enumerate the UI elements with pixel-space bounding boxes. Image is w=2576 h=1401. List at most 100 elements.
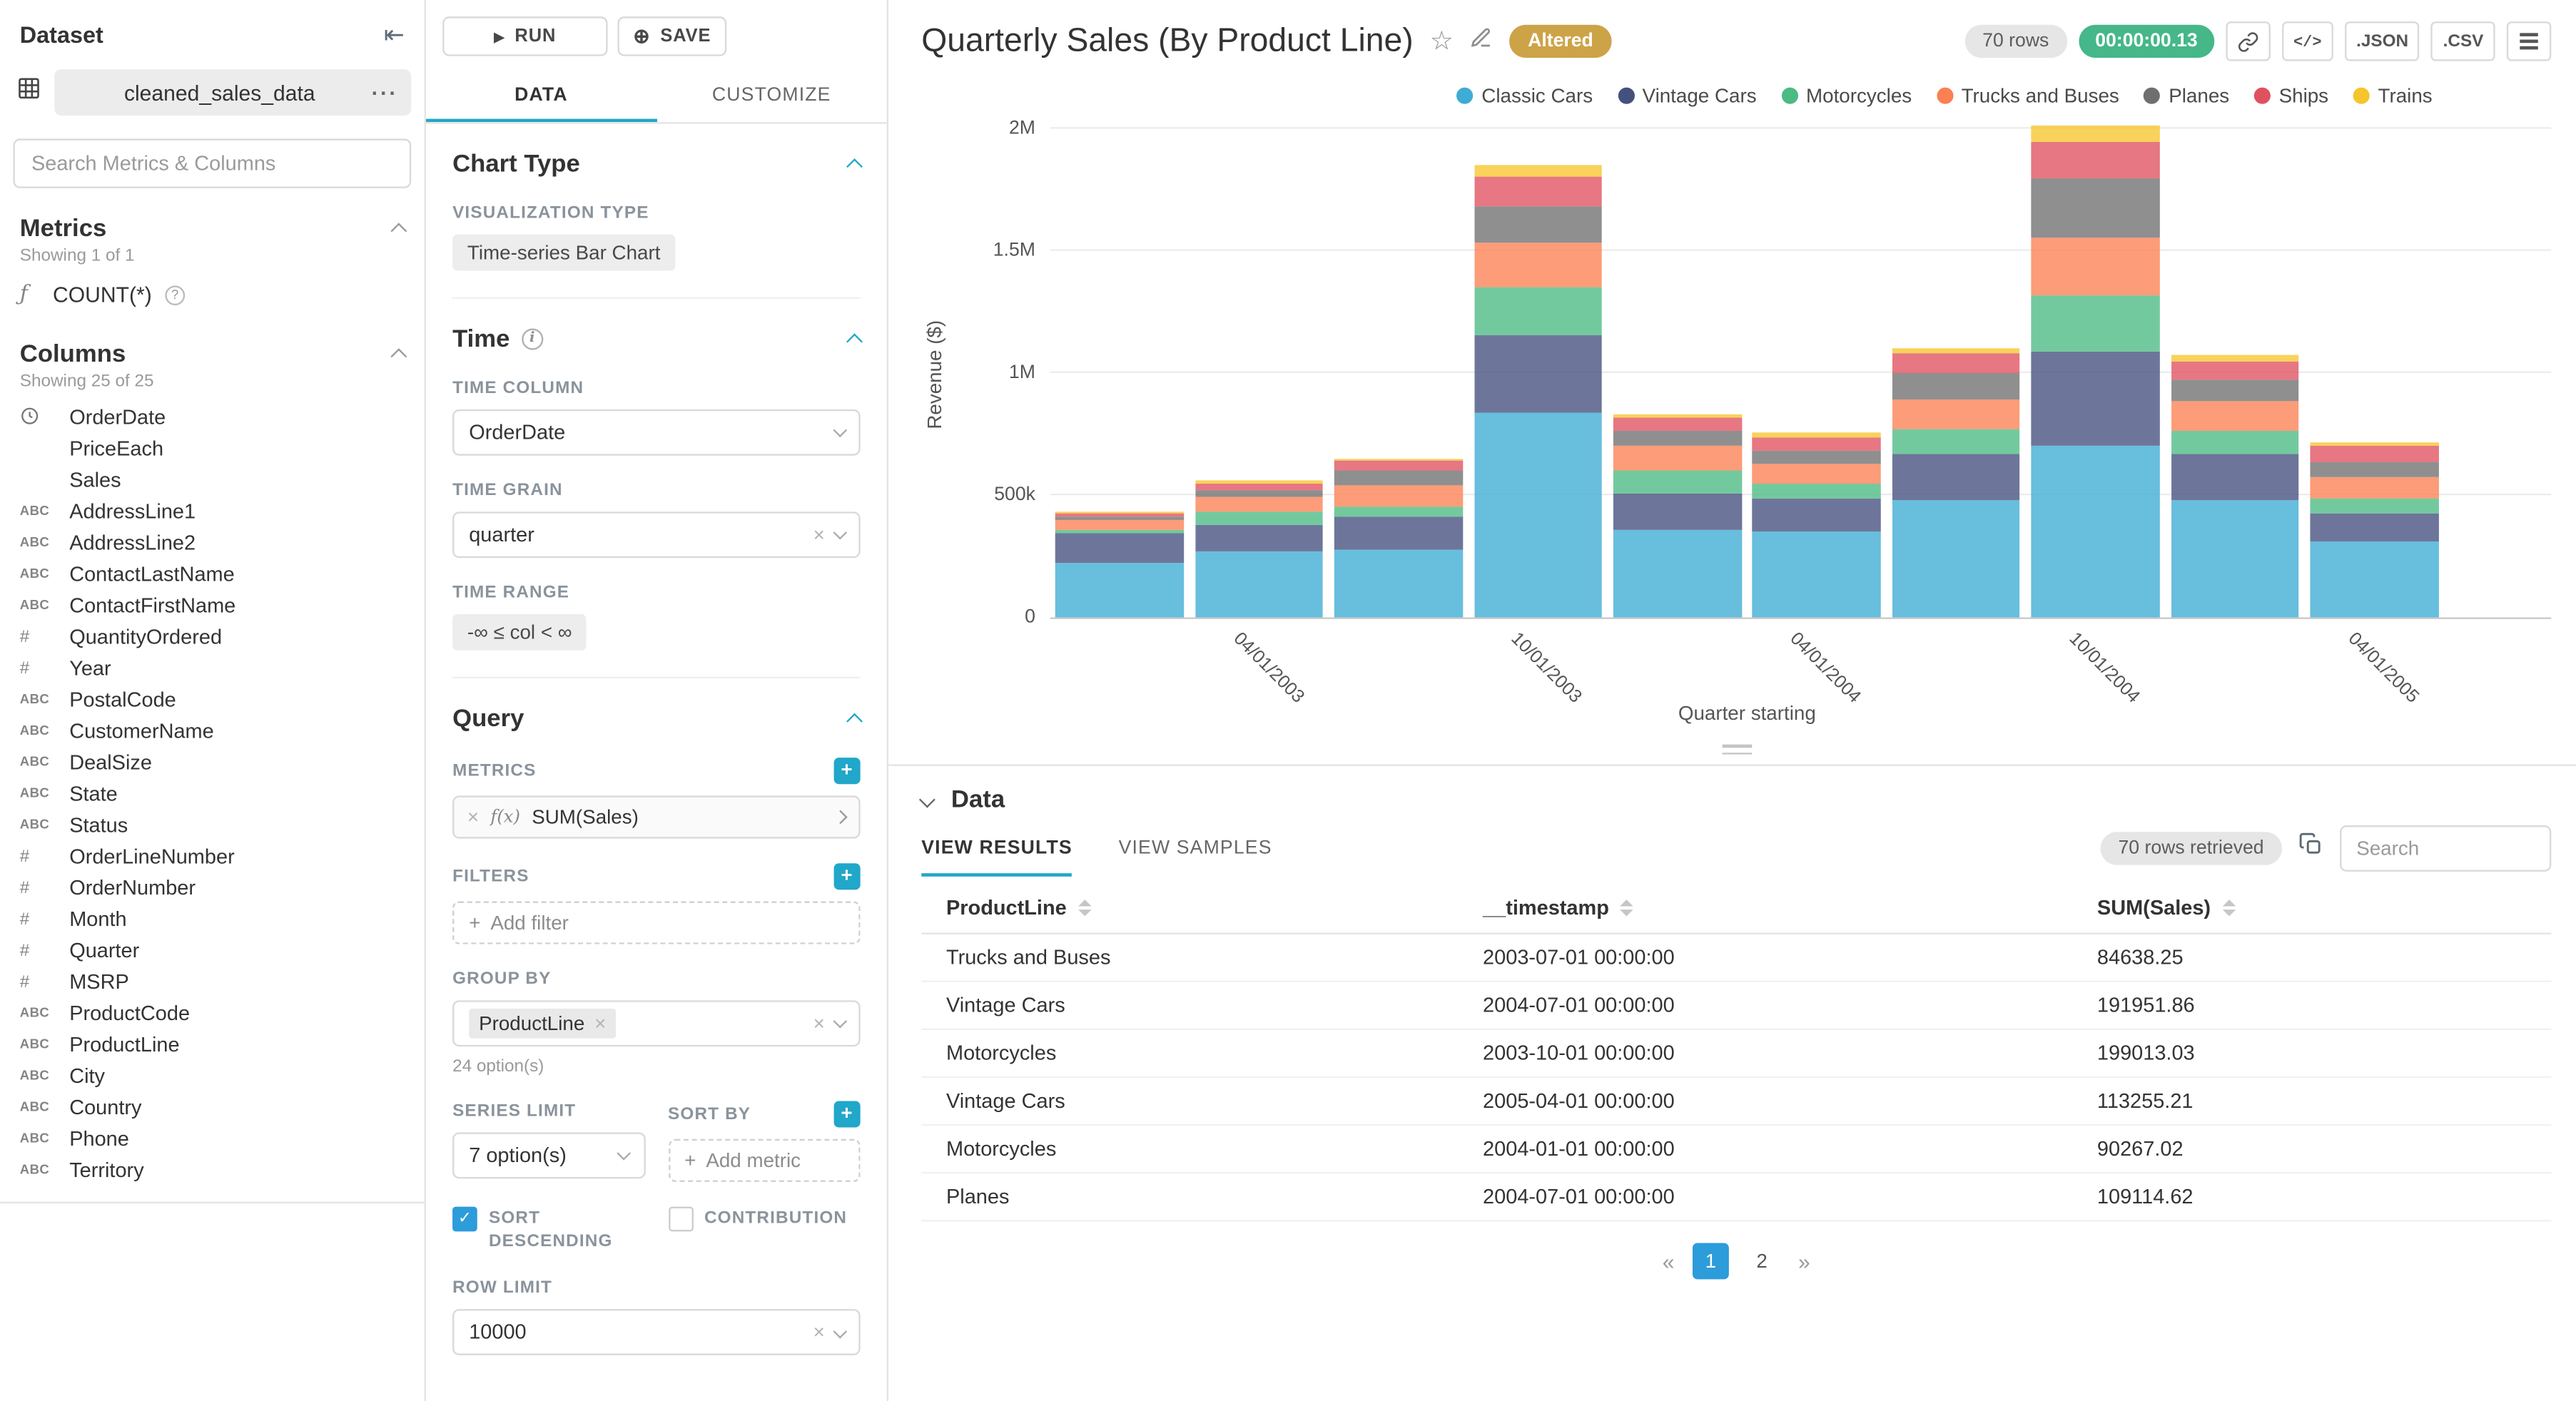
legend-item[interactable]: Vintage Cars [1617, 84, 1757, 107]
collapse-query-icon[interactable] [846, 713, 863, 730]
column-item[interactable]: ABC AddressLine1 [14, 495, 412, 526]
edit-pencil-icon[interactable] [1470, 26, 1493, 57]
column-item[interactable]: ABC Status [14, 809, 412, 840]
add-sort-metric-box[interactable]: + Add metric [668, 1138, 861, 1182]
tab-data[interactable]: DATA [426, 71, 656, 123]
help-icon[interactable]: ? [165, 285, 186, 305]
table-cell: 191951.86 [2096, 994, 2195, 1017]
search-metrics-columns-input[interactable] [13, 138, 412, 188]
viz-type-value[interactable]: Time-series Bar Chart [452, 234, 676, 271]
column-item[interactable]: PriceEach [14, 432, 412, 464]
legend-item[interactable]: Planes [2144, 84, 2229, 107]
checkbox-checked-icon[interactable]: ✓ [452, 1206, 477, 1232]
dataset-more-icon[interactable]: ··· [371, 80, 398, 105]
pagination-next[interactable]: » [1798, 1248, 1810, 1274]
page-button[interactable]: 2 [1756, 1249, 1768, 1273]
collapse-data-icon[interactable] [918, 791, 935, 808]
add-sort-metric-button[interactable]: + [833, 1101, 861, 1128]
remove-metric-icon[interactable]: × [467, 805, 480, 829]
column-header-sum-sales[interactable]: SUM(Sales) [2072, 883, 2551, 932]
sort-icon [2222, 900, 2236, 917]
sort-descending-checkbox[interactable]: ✓ SORT DESCENDING [452, 1206, 645, 1253]
info-icon[interactable]: i [521, 328, 543, 350]
copy-data-icon[interactable] [2298, 832, 2323, 865]
column-item[interactable]: ABC CustomerName [14, 715, 412, 746]
column-item[interactable]: # Month [14, 903, 412, 934]
column-item[interactable]: ABC ContactFirstName [14, 589, 412, 621]
pagination-prev[interactable]: « [1662, 1248, 1675, 1274]
legend-item[interactable]: Motorcycles [1781, 84, 1912, 107]
results-search-input[interactable] [2340, 825, 2552, 872]
legend-item[interactable]: Classic Cars [1456, 84, 1593, 107]
tab-view-samples[interactable]: VIEW SAMPLES [1118, 838, 1272, 859]
column-item[interactable]: ABC ProductLine [14, 1029, 412, 1060]
collapse-sidebar-icon[interactable]: ⇤ [383, 21, 405, 50]
metric-chip[interactable]: × f(x) SUM(Sales) [452, 795, 861, 839]
series-limit-select[interactable]: 7 option(s) [452, 1132, 645, 1179]
column-item[interactable]: # OrderNumber [14, 872, 412, 903]
legend-item[interactable]: Trucks and Buses [1936, 84, 2119, 107]
chevron-right-icon[interactable] [833, 810, 848, 825]
page-button[interactable]: 1 [1692, 1243, 1729, 1280]
column-item[interactable]: ABC ProductCode [14, 997, 412, 1029]
column-item[interactable]: ABC AddressLine2 [14, 526, 412, 558]
clear-icon[interactable]: × [813, 1320, 825, 1345]
group-by-tag[interactable]: ProductLine × [469, 1008, 617, 1039]
column-header-timestamp[interactable]: __timestamp [1458, 883, 2072, 932]
save-button[interactable]: ⊕ SAVE [617, 16, 727, 56]
group-by-select[interactable]: ProductLine × × [452, 1000, 861, 1047]
row-limit-select[interactable]: 10000 × [452, 1309, 861, 1356]
contribution-checkbox[interactable]: CONTRIBUTION [668, 1206, 861, 1253]
time-range-label: TIME RANGE [452, 582, 570, 603]
collapse-time-icon[interactable] [846, 333, 863, 350]
column-item[interactable]: # MSRP [14, 966, 412, 997]
run-button[interactable]: ▶ RUN [442, 16, 608, 56]
column-item[interactable]: ABC Phone [14, 1123, 412, 1154]
column-item[interactable]: ABC DealSize [14, 746, 412, 778]
chart-type-section: Chart Type VISUALIZATION TYPE Time-serie… [452, 124, 863, 299]
remove-tag-icon[interactable]: × [594, 1012, 607, 1035]
column-header-productline[interactable]: ProductLine [921, 883, 1458, 932]
column-item[interactable]: # Year [14, 652, 412, 683]
clear-icon[interactable]: × [813, 523, 825, 546]
menu-button[interactable] [2506, 21, 2552, 61]
add-metric-button[interactable]: + [833, 758, 861, 785]
clear-icon[interactable]: × [813, 1012, 825, 1035]
legend-item[interactable]: Ships [2253, 84, 2328, 107]
export-csv-button[interactable]: .CSV [2431, 21, 2495, 61]
dataset-selector[interactable]: cleaned_sales_data ··· [14, 69, 412, 116]
abc-icon: ABC [19, 1162, 50, 1177]
copy-link-button[interactable] [2226, 21, 2271, 61]
tab-view-results[interactable]: VIEW RESULTS [921, 820, 1073, 877]
dataset-name-pill[interactable]: cleaned_sales_data ··· [54, 69, 412, 116]
column-item[interactable]: ABC PostalCode [14, 683, 412, 715]
column-item[interactable]: # QuantityOrdered [14, 621, 412, 652]
collapse-columns-icon[interactable] [390, 348, 407, 365]
time-column-select[interactable]: OrderDate [452, 409, 861, 456]
collapse-metrics-icon[interactable] [390, 223, 407, 240]
column-item[interactable]: ABC Country [14, 1091, 412, 1123]
metric-item[interactable]: ƒ COUNT(*) ? [14, 275, 412, 313]
favorite-star-icon[interactable]: ☆ [1429, 28, 1454, 56]
checkbox-unchecked-icon[interactable] [668, 1206, 693, 1232]
column-item[interactable]: ABC Territory [14, 1154, 412, 1186]
export-json-button[interactable]: .JSON [2344, 21, 2420, 61]
add-filter-button[interactable]: + [833, 863, 861, 890]
column-item[interactable]: OrderDate [14, 401, 412, 432]
time-range-value[interactable]: -∞ ≤ col < ∞ [452, 613, 587, 651]
column-item[interactable]: # Quarter [14, 934, 412, 966]
panel-resize-handle[interactable] [1721, 744, 1752, 755]
time-grain-select[interactable]: quarter × [452, 511, 861, 559]
tab-customize[interactable]: CUSTOMIZE [711, 86, 831, 106]
altered-badge[interactable]: Altered [1509, 24, 1612, 58]
column-item[interactable]: ABC State [14, 778, 412, 809]
add-filter-box[interactable]: + Add filter [452, 901, 861, 944]
collapse-chart-type-icon[interactable] [846, 158, 863, 175]
column-item[interactable]: Sales [14, 464, 412, 495]
legend-dot [1936, 87, 1954, 104]
embed-code-button[interactable]: </> [2281, 21, 2333, 61]
column-item[interactable]: ABC ContactLastName [14, 558, 412, 589]
legend-item[interactable]: Trains [2353, 84, 2433, 107]
column-item[interactable]: ABC City [14, 1060, 412, 1091]
column-item[interactable]: # OrderLineNumber [14, 840, 412, 872]
